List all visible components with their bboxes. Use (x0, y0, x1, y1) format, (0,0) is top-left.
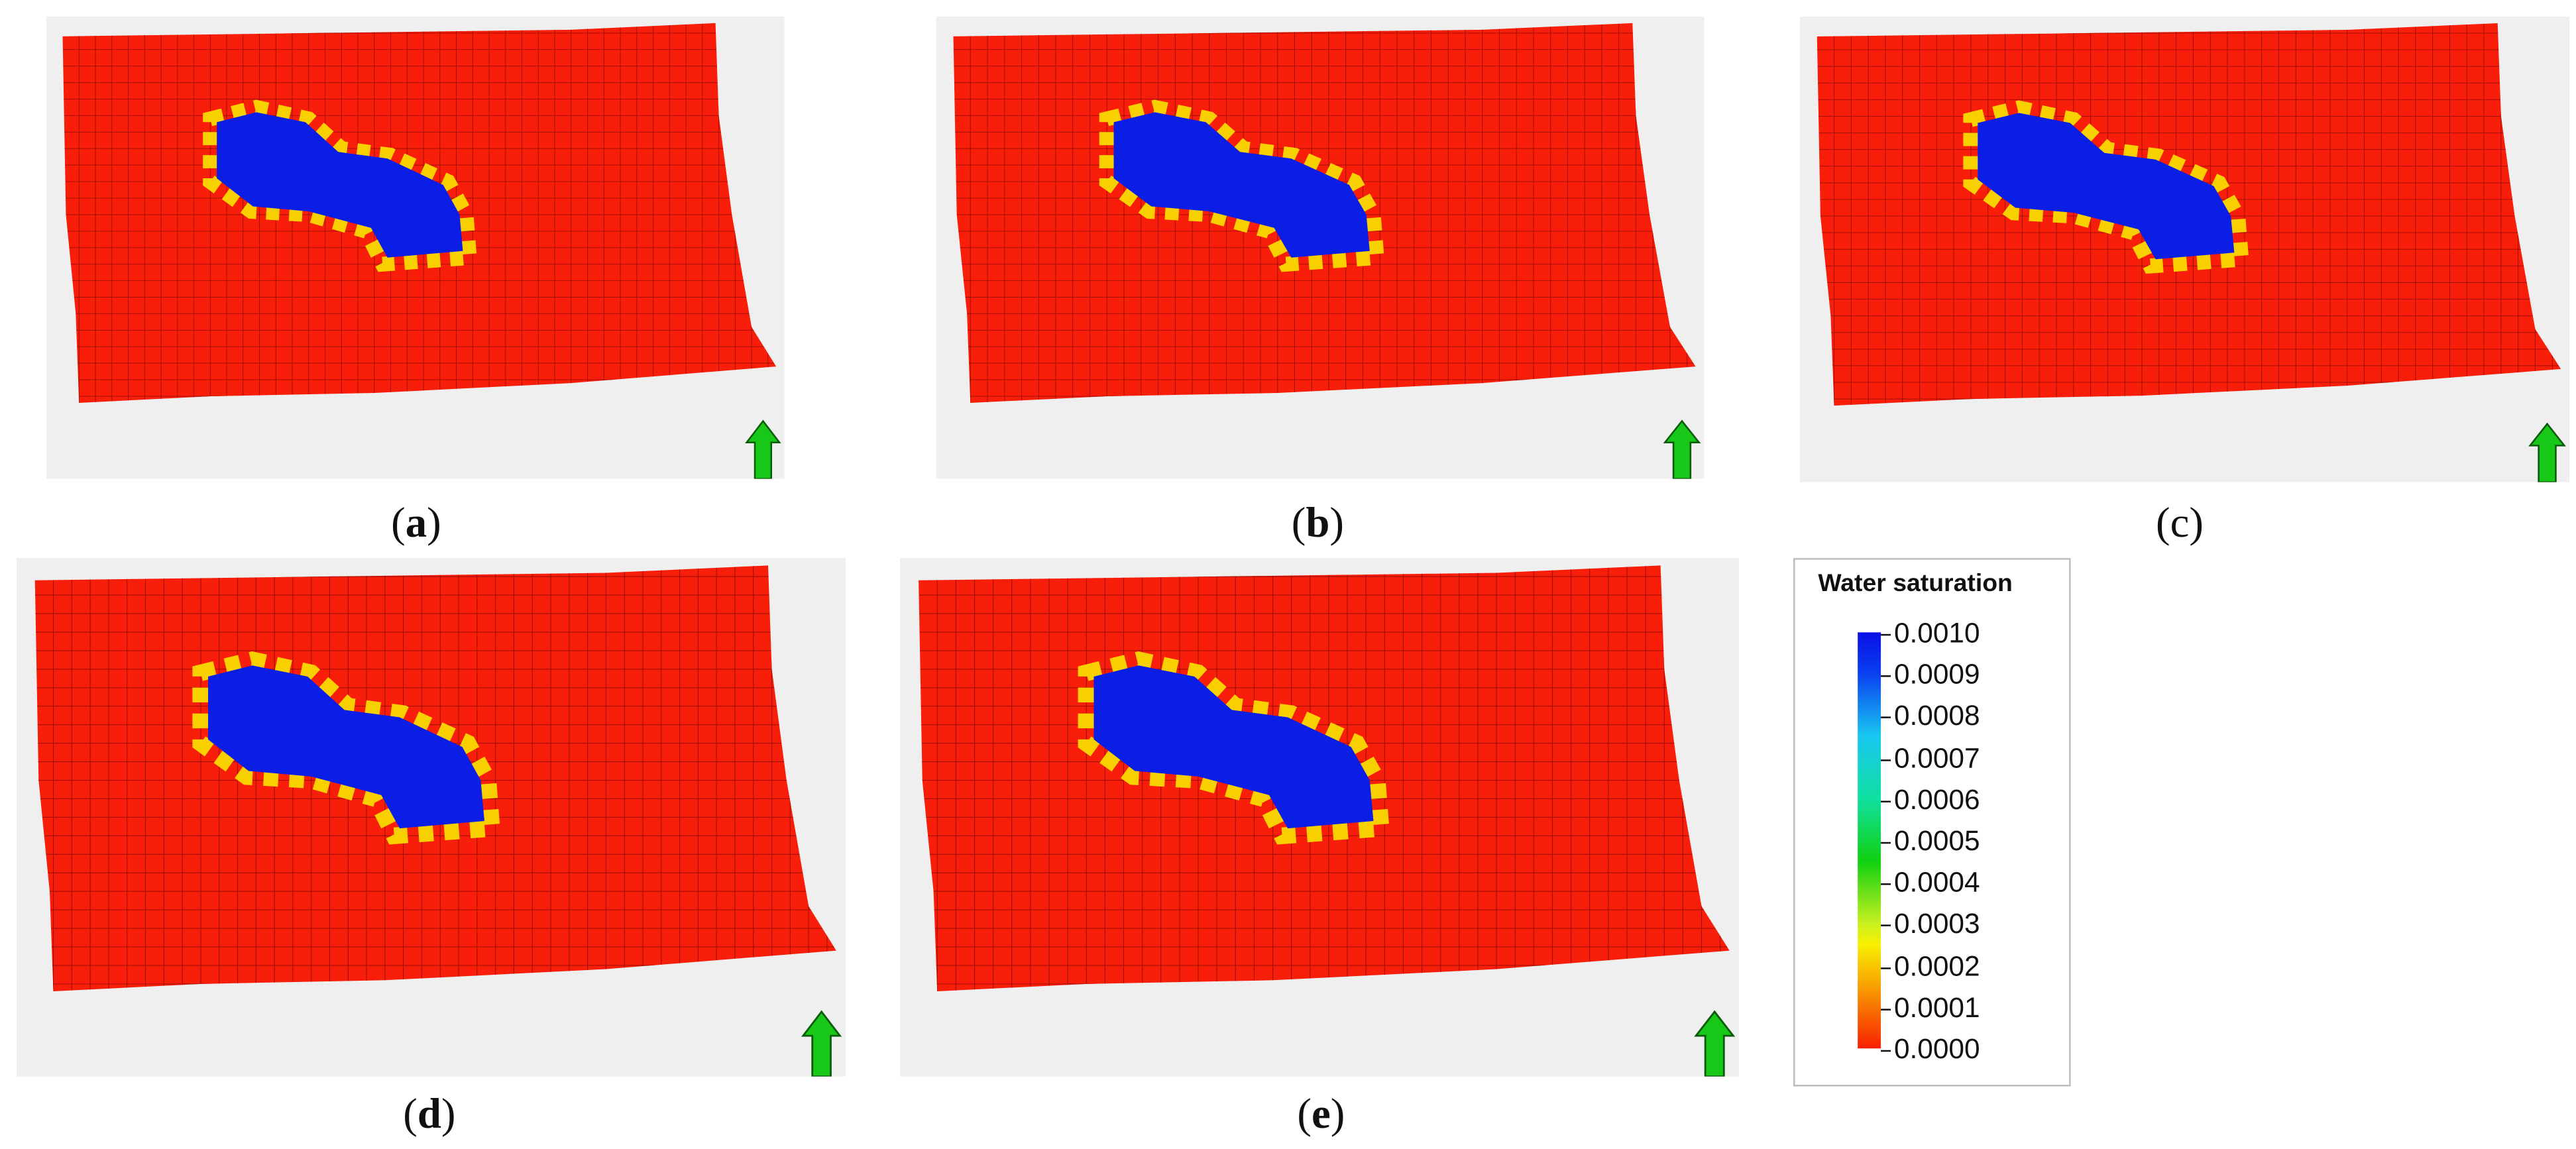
legend-tick: 0.0008 (1881, 702, 1980, 730)
legend-tick: 0.0009 (1881, 661, 1980, 688)
caption-d: (d) (403, 1089, 456, 1138)
panel-a (46, 16, 785, 479)
legend-colorbar (1858, 632, 1881, 1049)
water-blob (1113, 112, 1370, 258)
water-blob (217, 112, 463, 258)
legend-tick: 0.0001 (1881, 993, 1980, 1021)
legend-tick: 0.0000 (1881, 1035, 1980, 1063)
legend-tick: 0.0002 (1881, 952, 1980, 980)
panel-e (899, 558, 1739, 1077)
water-blob (1978, 113, 2235, 260)
caption-c: (c) (2156, 498, 2204, 547)
legend-tick: 0.0006 (1881, 786, 1980, 814)
legend-tick: 0.0010 (1881, 619, 1980, 647)
north-arrow-icon (1694, 1010, 1736, 1077)
panel-c (1799, 16, 2570, 482)
legend-tick: 0.0005 (1881, 827, 1980, 855)
legend-tick: 0.0007 (1881, 744, 1980, 772)
legend-tick: 0.0003 (1881, 910, 1980, 938)
north-arrow-icon (1663, 419, 1701, 479)
north-arrow-icon (801, 1010, 842, 1077)
panel-d (16, 558, 846, 1077)
panel-b (936, 16, 1705, 479)
water-blob (1093, 665, 1374, 829)
water-blob (207, 665, 484, 829)
north-arrow-icon (745, 419, 781, 479)
caption-b: (b) (1291, 498, 1345, 547)
legend-title: Water saturation (1818, 569, 2013, 598)
north-arrow-icon (2528, 422, 2566, 482)
caption-e: (e) (1297, 1089, 1345, 1138)
legend-tick: 0.0004 (1881, 869, 1980, 897)
color-legend: Water saturation 0.0010 0.0009 0.0008 0.000… (1793, 558, 2071, 1087)
caption-a: (a) (391, 498, 441, 547)
